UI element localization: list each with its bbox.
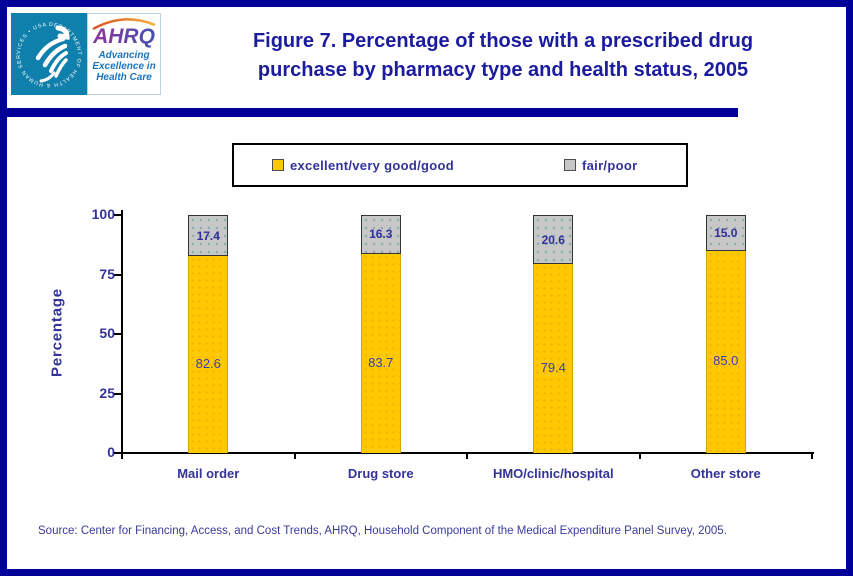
- bar-drug-store: 16.3 83.7: [360, 215, 401, 453]
- x-category-label: Mail order: [177, 466, 240, 481]
- y-tick-mark: [114, 333, 121, 335]
- bar-segment-excellent-very-good-good: 83.7: [360, 253, 401, 453]
- bar-segment-fair-poor: 15.0: [705, 215, 746, 251]
- x-category-label: Drug store: [347, 466, 414, 481]
- header-divider-rule: [7, 108, 738, 117]
- bar-other-store: 15.0 85.0: [705, 215, 746, 453]
- stacked-bar-chart: Percentage 0 25 50 75 100 17.4 82.6 Mail order 1…: [7, 7, 846, 569]
- x-tick-mark: [121, 452, 123, 459]
- y-tick-label: 75: [99, 265, 115, 282]
- bar-value-label: 20.6: [541, 232, 565, 247]
- title-line-1: Figure 7. Percentage of those with a pre…: [252, 30, 754, 52]
- bar-segment-excellent-very-good-good: 85.0: [705, 250, 746, 453]
- ahrq-logo: AHRQ Advancing Excellence in Health Care: [87, 13, 161, 95]
- legend-label: fair/poor: [582, 157, 638, 173]
- x-category-label: Other store: [690, 466, 761, 481]
- x-category-label: HMO/clinic/hospital: [492, 466, 614, 481]
- ahrq-acronym: AHRQ: [93, 25, 155, 48]
- bar-segment-excellent-very-good-good: 82.6: [188, 256, 229, 453]
- bar-hmo-clinic-hospital: 20.6 79.4: [533, 215, 574, 453]
- bar-value-label: 15.0: [714, 225, 738, 240]
- y-tick-mark: [114, 273, 121, 276]
- x-tick-mark: [638, 452, 641, 459]
- bar-value-label: 79.4: [540, 360, 566, 375]
- legend-swatch-gray-icon: [564, 159, 576, 171]
- figure-title: Figure 7. Percentage of those with a pre…: [165, 27, 841, 85]
- title-line-2: purchase by pharmacy type and health sta…: [257, 59, 749, 81]
- y-tick-label: 25: [99, 384, 115, 401]
- y-tick-label: 100: [91, 206, 115, 222]
- bar-value-label: 16.3: [369, 227, 393, 242]
- y-axis-line: [121, 210, 123, 454]
- source-note: Source: Center for Financing, Access, an…: [38, 525, 727, 537]
- y-tick-mark: [114, 392, 121, 395]
- bar-value-label: 85.0: [713, 353, 739, 369]
- x-tick-mark: [811, 452, 813, 459]
- ahrq-swoosh-icon: [92, 18, 156, 30]
- hhs-eagle-icon: DEPARTMENT OF HEALTH & HUMAN SERVICES • …: [16, 22, 81, 88]
- hhs-logo: DEPARTMENT OF HEALTH & HUMAN SERVICES • …: [11, 13, 87, 95]
- y-tick-mark: [114, 214, 121, 216]
- bar-value-label: 17.4: [196, 228, 220, 243]
- x-tick-mark: [293, 452, 296, 459]
- bar-segment-excellent-very-good-good: 79.4: [533, 264, 574, 453]
- legend-label: excellent/very good/good: [290, 157, 454, 173]
- legend-item-excellent: excellent/very good/good: [272, 145, 454, 185]
- chart-legend: excellent/very good/good fair/poor: [232, 143, 688, 187]
- y-axis-label: Percentage: [48, 288, 66, 377]
- bar-mail-order: 17.4 82.6: [188, 215, 229, 453]
- bar-segment-fair-poor: 20.6: [533, 215, 574, 265]
- legend-swatch-yellow-icon: [272, 159, 284, 171]
- bar-segment-fair-poor: 17.4: [188, 215, 229, 257]
- y-tick-label: 0: [107, 444, 115, 460]
- bar-segment-fair-poor: 16.3: [360, 215, 401, 254]
- ahrq-tagline: Advancing Excellence in Health Care: [92, 50, 156, 83]
- y-tick-label: 50: [99, 325, 115, 341]
- x-tick-mark: [466, 452, 468, 459]
- bar-value-label: 82.6: [195, 356, 221, 372]
- bar-value-label: 83.7: [368, 354, 394, 370]
- legend-item-fair-poor: fair/poor: [564, 145, 637, 185]
- ahrq-hhs-logo: DEPARTMENT OF HEALTH & HUMAN SERVICES • …: [11, 13, 161, 95]
- y-tick-mark: [114, 452, 121, 454]
